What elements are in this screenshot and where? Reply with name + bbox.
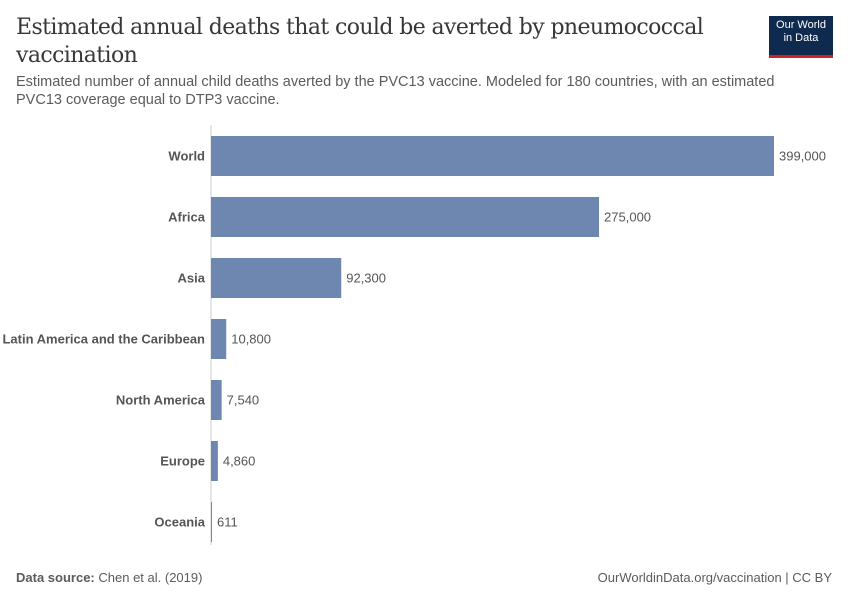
category-label: Europe xyxy=(160,454,205,469)
value-label: 7,540 xyxy=(227,393,260,408)
chart-title: Estimated annual deaths that could be av… xyxy=(16,15,704,68)
chart-subtitle: Estimated number of annual child deaths … xyxy=(16,74,775,108)
value-label: 611 xyxy=(217,515,238,530)
category-label: Latin America and the Caribbean xyxy=(2,332,205,347)
logo-line-2: in Data xyxy=(783,32,819,44)
category-label: World xyxy=(168,149,205,164)
category-label: Oceania xyxy=(154,515,205,530)
category-label: Africa xyxy=(168,210,206,225)
value-label: 4,860 xyxy=(223,454,256,469)
bar-oceania[interactable] xyxy=(211,502,212,542)
bar-north-america[interactable] xyxy=(211,380,222,420)
value-label: 399,000 xyxy=(779,149,826,164)
category-label: North America xyxy=(116,393,206,408)
bar-asia[interactable] xyxy=(211,258,342,298)
data-source: Data source: Chen et al. (2019) xyxy=(16,570,202,585)
bar-world[interactable] xyxy=(211,136,774,176)
logo-line-1: Our World xyxy=(776,19,826,31)
bar-europe[interactable] xyxy=(211,441,218,481)
bar-africa[interactable] xyxy=(211,197,600,237)
category-label: Asia xyxy=(178,271,206,286)
source-link[interactable]: Chen et al. (2019) xyxy=(98,570,203,585)
value-label: 275,000 xyxy=(604,210,651,225)
value-label: 92,300 xyxy=(346,271,386,286)
owid-logo[interactable]: Our World in Data xyxy=(769,16,833,58)
footer-url[interactable]: OurWorldinData.org/vaccination | CC BY xyxy=(597,570,832,585)
source-label: Data source: xyxy=(16,570,95,585)
bar-latin-america-and-the-caribbean[interactable] xyxy=(211,319,227,359)
value-label: 10,800 xyxy=(231,332,271,347)
